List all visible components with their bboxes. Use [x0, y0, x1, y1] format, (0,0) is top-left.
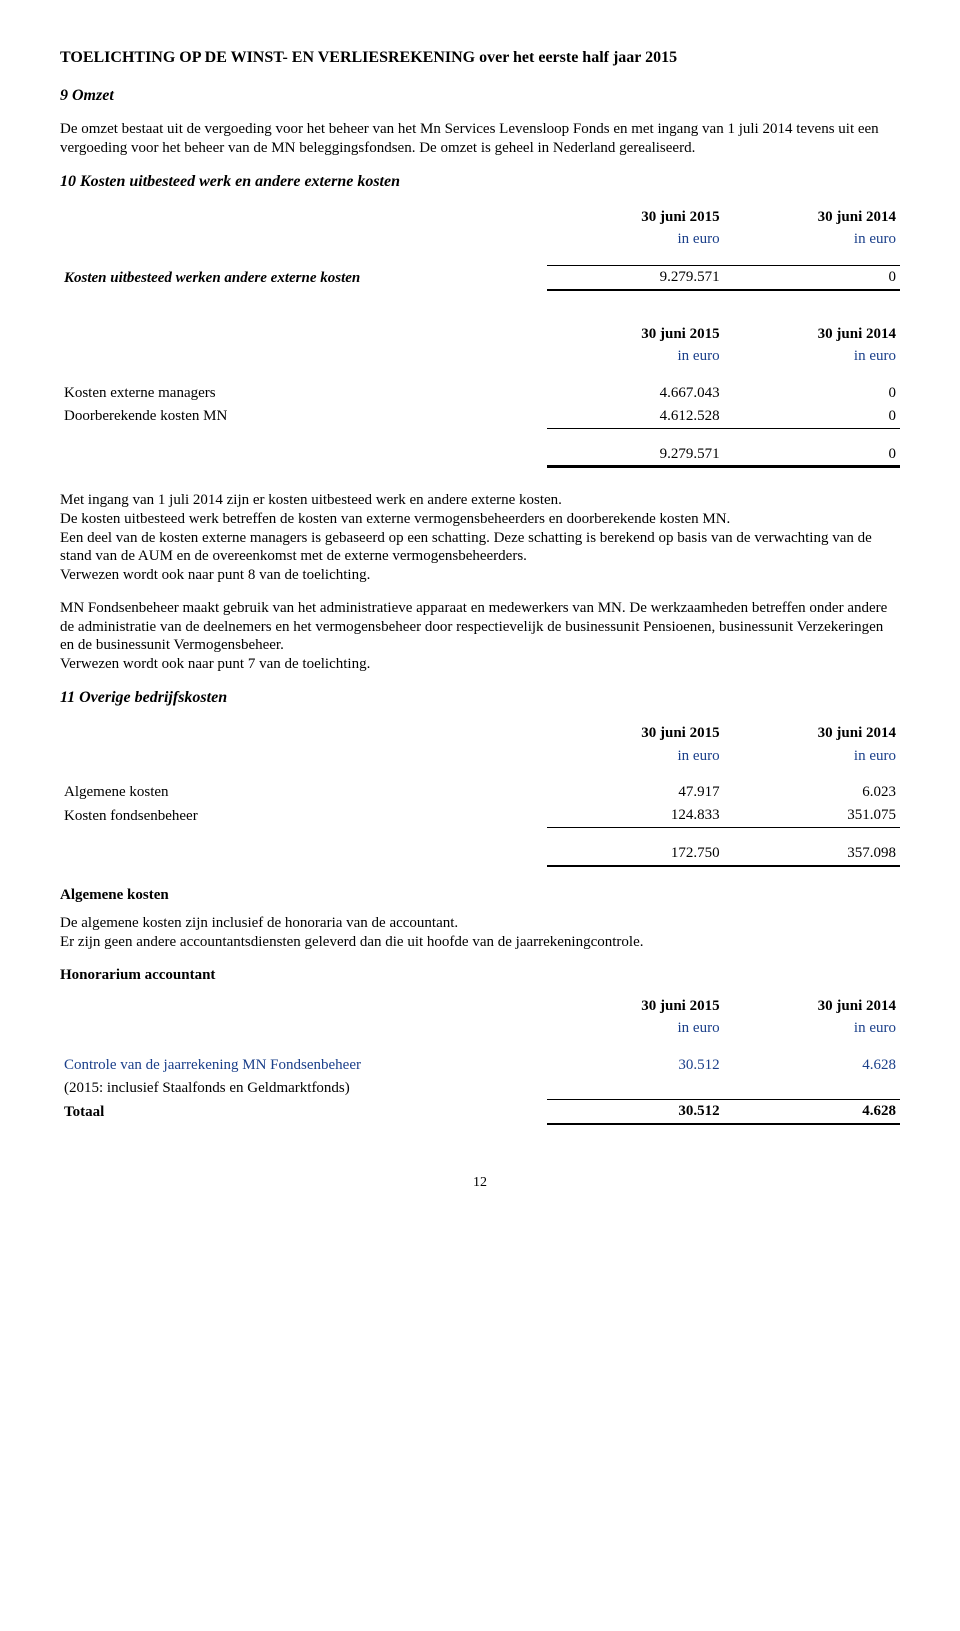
- col-head-2015: 30 juni 2015: [547, 722, 723, 745]
- row-label: Algemene kosten: [60, 781, 547, 804]
- table-kosten-uitbesteed: 30 juni 2015 30 juni 2014 in euro in eur…: [60, 206, 900, 290]
- sec10-para3: Een deel van de kosten externe managers …: [60, 529, 900, 567]
- row-val-2015: 9.279.571: [547, 266, 723, 290]
- total-2014: 4.628: [724, 1100, 900, 1124]
- unit-2015: in euro: [547, 228, 723, 251]
- unit-2015: in euro: [547, 345, 723, 368]
- row-val-2014: 351.075: [724, 804, 900, 827]
- col-head-2014: 30 juni 2014: [724, 995, 900, 1018]
- sec10-para1: Met ingang van 1 juli 2014 zijn er koste…: [60, 491, 900, 510]
- col-head-2014: 30 juni 2014: [724, 323, 900, 346]
- row-label: Doorberekende kosten MN: [60, 405, 547, 428]
- col-head-2015: 30 juni 2015: [547, 206, 723, 229]
- sec10-para6: Verwezen wordt ook naar punt 7 van de to…: [60, 655, 900, 674]
- col-head-2014: 30 juni 2014: [724, 722, 900, 745]
- header-row: 30 juni 2015 30 juni 2014: [60, 722, 900, 745]
- col-head-2015: 30 juni 2015: [547, 995, 723, 1018]
- unit-2015: in euro: [547, 745, 723, 768]
- row-label: Kosten externe managers: [60, 382, 547, 405]
- sec10-para4: Verwezen wordt ook naar punt 8 van de to…: [60, 566, 900, 585]
- page-title: TOELICHTING OP DE WINST- EN VERLIESREKEN…: [60, 48, 900, 68]
- col-head-2014: 30 juni 2014: [724, 206, 900, 229]
- row-val-2015: 30.512: [547, 1054, 723, 1077]
- unit-2015: in euro: [547, 1017, 723, 1040]
- algk-p1: De algemene kosten zijn inclusief de hon…: [60, 914, 900, 933]
- total-row: 172.750 357.098: [60, 842, 900, 865]
- table-row: Kosten externe managers 4.667.043 0: [60, 382, 900, 405]
- unit-2014: in euro: [724, 1017, 900, 1040]
- row-label: Kosten fondsenbeheer: [60, 804, 547, 827]
- header-row: 30 juni 2015 30 juni 2014: [60, 995, 900, 1018]
- table-row: Controle van de jaarrekening MN Fondsenb…: [60, 1054, 900, 1077]
- row-val-2014: 0: [724, 382, 900, 405]
- total-2015: 30.512: [547, 1100, 723, 1124]
- row-val-2015: 124.833: [547, 804, 723, 827]
- section-9-para: De omzet bestaat uit de vergoeding voor …: [60, 120, 900, 158]
- unit-row: in euro in euro: [60, 345, 900, 368]
- total-row: Totaal 30.512 4.628: [60, 1100, 900, 1124]
- row-label: Controle van de jaarrekening MN Fondsenb…: [60, 1054, 547, 1077]
- col-head-2015: 30 juni 2015: [547, 323, 723, 346]
- total-2015: 9.279.571: [547, 443, 723, 466]
- table-overige-bedrijfskosten: 30 juni 2015 30 juni 2014 in euro in eur…: [60, 722, 900, 866]
- total-row: 9.279.571 0: [60, 443, 900, 466]
- section-10-heading: 10 Kosten uitbesteed werk en andere exte…: [60, 172, 900, 192]
- row-val-2014: 0: [724, 405, 900, 428]
- sec10-para5: MN Fondsenbeheer maakt gebruik van het a…: [60, 599, 900, 655]
- table-row: Doorberekende kosten MN 4.612.528 0: [60, 405, 900, 428]
- row-val-2015: 4.667.043: [547, 382, 723, 405]
- row-val-2015: 4.612.528: [547, 405, 723, 428]
- total-label: Totaal: [60, 1100, 547, 1124]
- total-2014: 357.098: [724, 842, 900, 865]
- total-2014: 0: [724, 443, 900, 466]
- total-2015: 172.750: [547, 842, 723, 865]
- section-11-heading: 11 Overige bedrijfskosten: [60, 688, 900, 708]
- algk-p2: Er zijn geen andere accountantsdiensten …: [60, 933, 900, 952]
- algemene-kosten-heading: Algemene kosten: [60, 886, 900, 905]
- row-val-2014: 4.628: [724, 1054, 900, 1077]
- unit-row: in euro in euro: [60, 745, 900, 768]
- table-row: Algemene kosten 47.917 6.023: [60, 781, 900, 804]
- unit-row: in euro in euro: [60, 228, 900, 251]
- row-val-2015: 47.917: [547, 781, 723, 804]
- table-row: Kosten uitbesteed werken andere externe …: [60, 266, 900, 290]
- page-number: 12: [60, 1174, 900, 1192]
- table-honorarium: 30 juni 2015 30 juni 2014 in euro in eur…: [60, 995, 900, 1124]
- table-row: (2015: inclusief Staalfonds en Geldmarkt…: [60, 1077, 900, 1100]
- table-row: Kosten fondsenbeheer 124.833 351.075: [60, 804, 900, 827]
- unit-row: in euro in euro: [60, 1017, 900, 1040]
- row-val-2014: 0: [724, 266, 900, 290]
- table-kosten-detail: 30 juni 2015 30 juni 2014 in euro in eur…: [60, 323, 900, 467]
- honorarium-heading: Honorarium accountant: [60, 966, 900, 985]
- section-9-heading: 9 Omzet: [60, 86, 900, 106]
- row-label-note: (2015: inclusief Staalfonds en Geldmarkt…: [60, 1077, 547, 1100]
- row-val-2014: 6.023: [724, 781, 900, 804]
- header-row: 30 juni 2015 30 juni 2014: [60, 323, 900, 346]
- unit-2014: in euro: [724, 345, 900, 368]
- header-row: 30 juni 2015 30 juni 2014: [60, 206, 900, 229]
- sec10-para2: De kosten uitbesteed werk betreffen de k…: [60, 510, 900, 529]
- unit-2014: in euro: [724, 745, 900, 768]
- unit-2014: in euro: [724, 228, 900, 251]
- row-label: Kosten uitbesteed werken andere externe …: [60, 266, 547, 290]
